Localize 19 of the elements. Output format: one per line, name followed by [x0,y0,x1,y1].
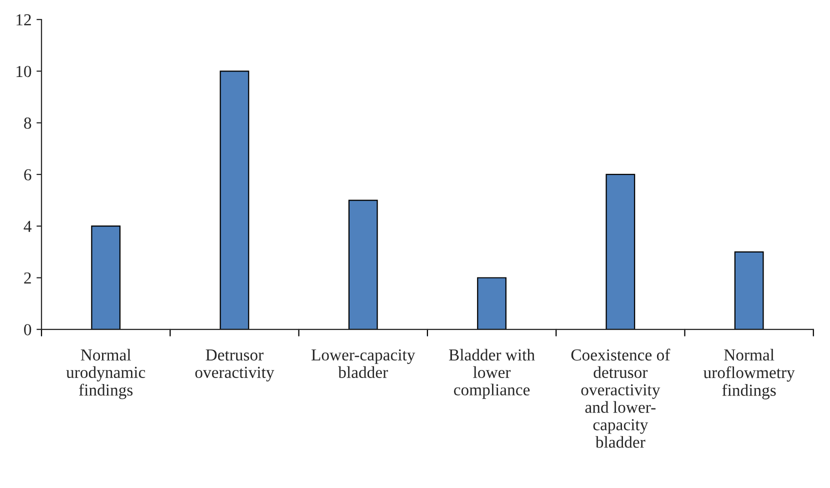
x-tick-label: Bladder with lower compliance [448,348,535,399]
y-tick-label: 2 [24,272,31,284]
x-tick-label: Normal urodynamic findings [66,348,146,400]
bar [734,251,764,330]
y-tick-label: 12 [16,14,31,26]
bar [606,174,636,330]
bar [220,70,250,330]
x-tick-label: Lower-capacity bladder [311,349,416,378]
y-tick-label: 4 [24,220,32,232]
y-tick-label: 6 [24,169,32,180]
y-tick-label: 0 [24,324,32,336]
bar [91,226,121,330]
y-tick-label: 10 [16,66,32,78]
bar [477,277,506,330]
x-tick-label: Detrusor overactivity [195,349,274,382]
bar [348,200,378,330]
x-tick-label: Coexistence of detrusor overactivity and lower- capacity bladder [571,348,670,448]
x-tick-label: Normal uroflowmetry findings [703,348,795,400]
y-tick-label: 8 [24,118,32,129]
